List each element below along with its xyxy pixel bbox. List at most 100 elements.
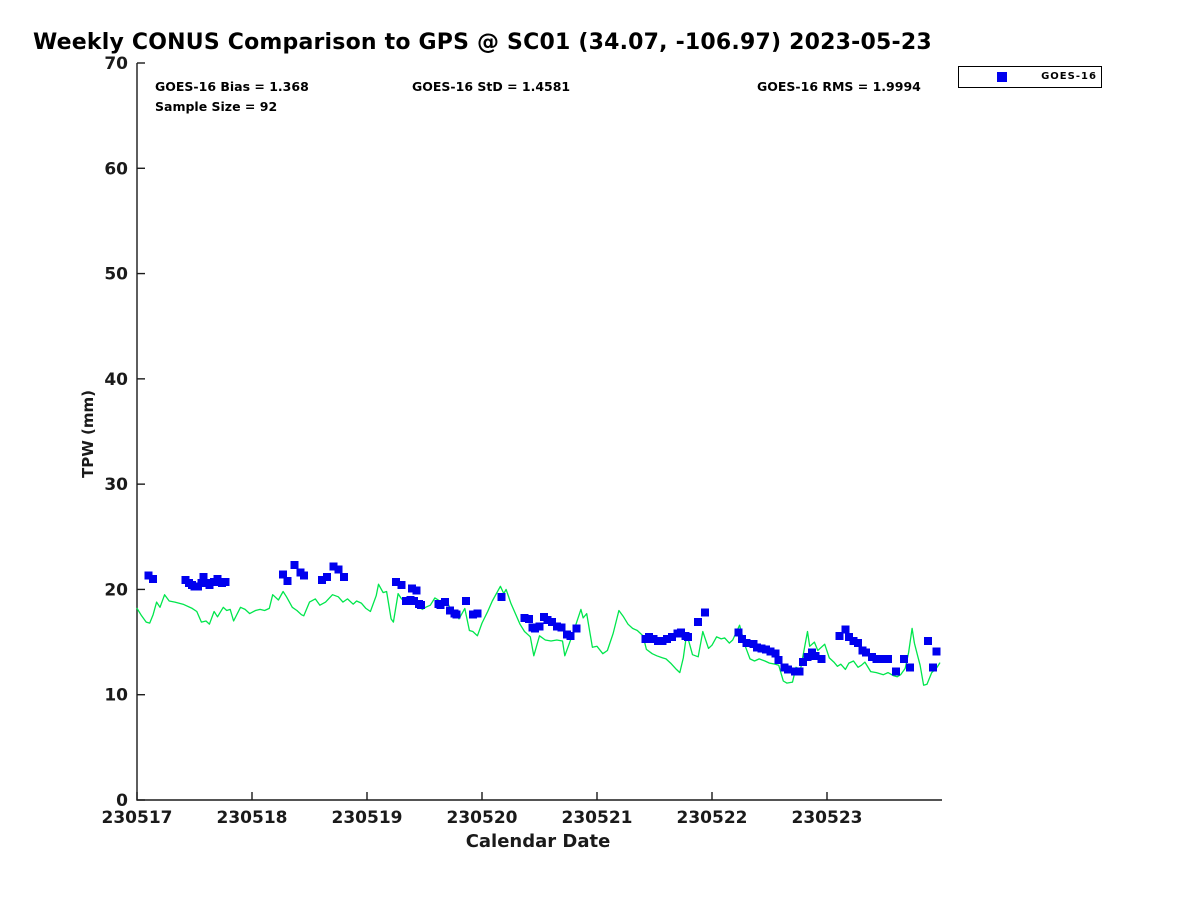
goes16-marker [279,570,288,579]
y-tick-label: 20 [104,580,128,600]
goes16-marker [213,574,222,583]
y-tick-label: 40 [104,370,128,390]
goes16-marker [334,565,343,574]
goes16-marker [566,631,575,640]
goes16-marker [694,618,703,627]
x-tick-label: 230517 [102,808,173,828]
goes16-marker [149,574,158,583]
goes16-marker [766,647,775,656]
goes16-marker [905,663,914,672]
goes16-marker [468,610,477,619]
goes16-marker [402,597,411,606]
goes16-marker [290,561,299,570]
goes16-marker [862,648,871,657]
goes16-marker [790,667,799,676]
goes16-marker [663,634,672,643]
goes16-marker [774,655,783,664]
stat-sample-size: Sample Size = 92 [155,99,278,114]
goes16-marker [928,663,937,672]
goes16-marker [391,578,400,587]
goes16-marker [854,639,863,648]
goes16-marker [737,634,746,643]
goes16-marker [883,654,892,663]
x-tick-label: 230523 [792,808,863,828]
goes16-marker [461,597,470,606]
y-tick-label: 50 [104,265,128,285]
x-tick-label: 230522 [677,808,748,828]
goes16-marker [811,651,820,660]
x-tick-label: 230520 [447,808,518,828]
goes16-marker [676,628,685,637]
goes16-marker [872,654,881,663]
stat-rms: GOES-16 RMS = 1.9994 [757,79,921,94]
x-axis-label: Calendar Date [465,831,611,852]
x-tick-label: 230518 [217,808,288,828]
goes16-marker [407,584,416,593]
x-tick-label: 230519 [332,808,403,828]
goes16-marker [452,610,461,619]
goes16-marker [667,632,676,641]
goes16-marker [771,649,780,658]
goes16-marker [221,578,230,587]
goes16-marker [683,632,692,641]
goes16-marker [397,581,406,590]
goes16-marker [205,581,214,590]
goes16-marker [283,577,292,586]
goes16-marker [841,625,850,634]
goes16-marker [742,639,751,648]
goes16-marker [752,643,761,652]
goes16-marker [199,572,208,581]
goes16-marker [318,575,327,584]
goes16-marker [867,652,876,661]
goes16-marker [649,634,658,643]
goes16-marker [900,654,909,663]
goes16-marker [441,598,450,607]
goes16-marker [340,572,348,581]
goes16-marker [543,615,552,624]
legend-label-goes16: GOES-16 [1041,71,1097,82]
goes16-marker [803,652,812,661]
goes16-marker [436,601,445,610]
goes16-marker [520,613,529,622]
goes16-marker [548,618,557,627]
goes16-marker [552,622,561,631]
goes16-marker [412,586,421,595]
stat-std: GOES-16 StD = 1.4581 [412,79,571,94]
goes16-marker [410,597,419,606]
goes16-marker [817,654,826,663]
axes-frame [136,63,942,801]
goes16-legend-marker-icon [997,72,1007,82]
goes16-marker [798,658,807,667]
y-tick-label: 0 [116,791,128,811]
goes16-marker [932,647,941,656]
x-tick-label: 230521 [562,808,633,828]
goes16-marker [757,644,766,653]
goes16-marker [734,628,743,637]
goes16-marker [658,637,667,646]
goes16-marker [844,632,853,641]
y-tick-label: 70 [104,54,128,74]
goes16-marker [835,631,844,640]
goes16-marker [783,665,792,674]
stat-bias: GOES-16 Bias = 1.368 [155,79,309,94]
goes16-marker [417,601,426,610]
goes16-marker [535,622,544,631]
goes16-marker [795,667,804,676]
gps-line-series [136,583,941,686]
goes16-marker [525,614,534,623]
goes16-marker [572,624,581,633]
goes16-marker [329,562,338,571]
goes16-marker [497,592,506,601]
goes16-marker [924,637,933,646]
goes16-marker [701,608,710,617]
goes16-marker [644,632,653,641]
goes16-marker [445,606,454,615]
goes16-marker [530,624,539,633]
goes16-marker [144,571,153,580]
goes16-marker [892,667,900,676]
goes16-marker [299,571,308,580]
y-tick-label: 10 [104,686,128,706]
legend: GOES-16 [958,66,1102,88]
